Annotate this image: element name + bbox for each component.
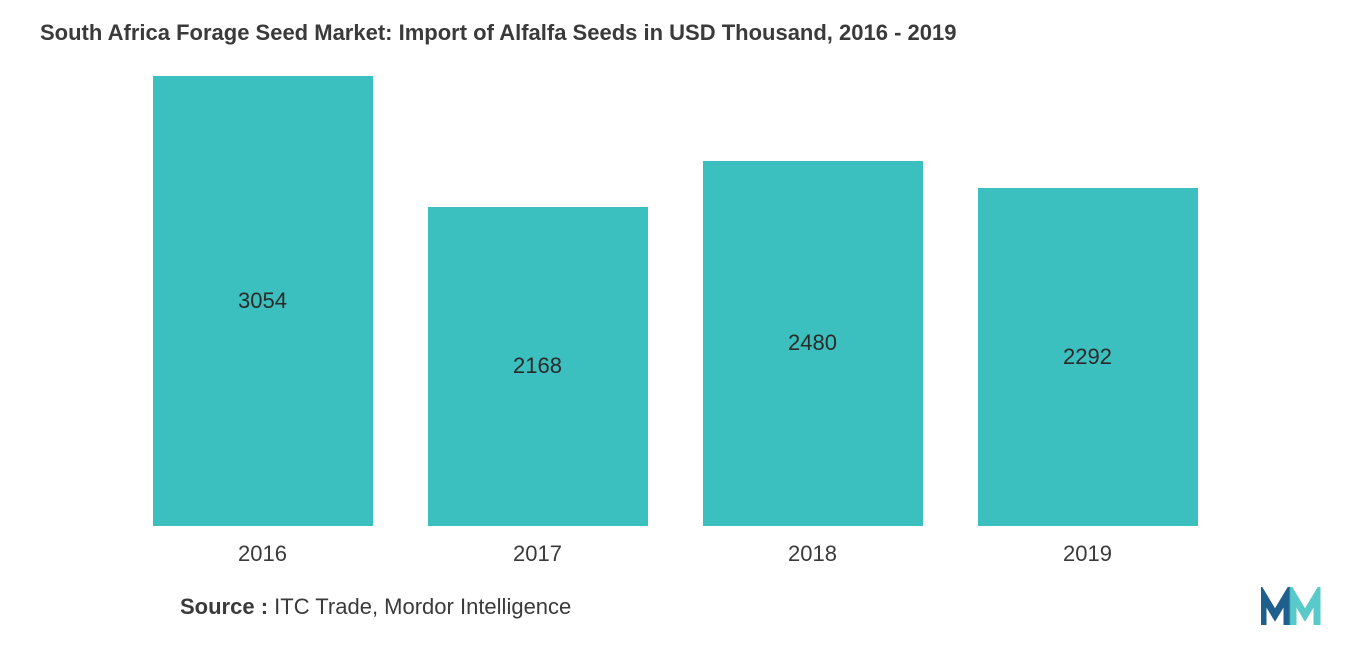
source-value: ITC Trade, Mordor Intelligence xyxy=(274,594,571,619)
source-text: Source : ITC Trade, Mordor Intelligence xyxy=(180,594,571,620)
source-row: Source : ITC Trade, Mordor Intelligence xyxy=(180,587,1331,627)
bar-value-label: 2168 xyxy=(513,353,562,379)
bar-2018: 2480 xyxy=(703,161,923,526)
bar-2016: 3054 xyxy=(153,76,373,526)
bar-group-2018: 2480 xyxy=(703,161,923,526)
bar-2017: 2168 xyxy=(428,207,648,526)
mordor-logo-icon xyxy=(1261,587,1331,627)
bar-value-label: 2480 xyxy=(788,330,837,356)
bar-value-label: 3054 xyxy=(238,288,287,314)
bar-group-2019: 2292 xyxy=(978,188,1198,526)
bar-group-2016: 3054 xyxy=(153,76,373,526)
bar-value-label: 2292 xyxy=(1063,344,1112,370)
x-label-2017: 2017 xyxy=(428,541,648,567)
x-label-2019: 2019 xyxy=(978,541,1198,567)
chart-title: South Africa Forage Seed Market: Import … xyxy=(40,20,1331,46)
source-label: Source : xyxy=(180,594,274,619)
bar-2019: 2292 xyxy=(978,188,1198,526)
chart-container: South Africa Forage Seed Market: Import … xyxy=(0,0,1366,655)
x-label-2016: 2016 xyxy=(153,541,373,567)
plot-area: 3054 2168 2480 2292 xyxy=(125,76,1225,526)
bar-group-2017: 2168 xyxy=(428,207,648,526)
x-label-2018: 2018 xyxy=(703,541,923,567)
x-axis-labels: 2016 2017 2018 2019 xyxy=(125,541,1225,567)
